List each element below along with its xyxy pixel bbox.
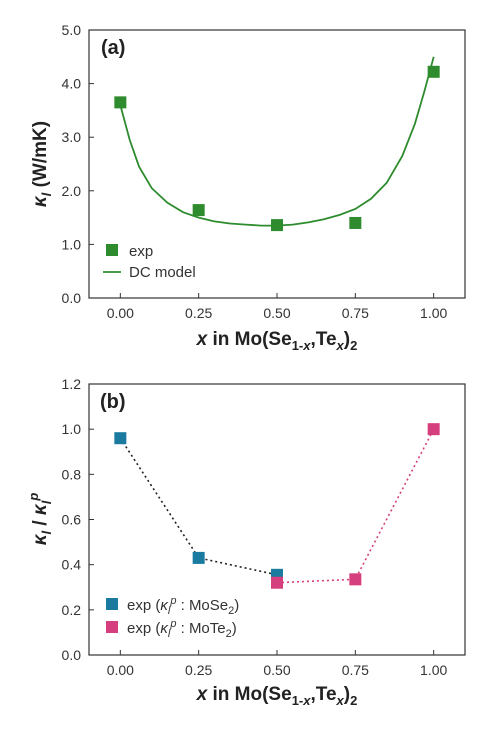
x-tick-label: 0.00 xyxy=(107,305,134,321)
y-tick-label: 3.0 xyxy=(62,129,82,145)
legend-mote2-marker xyxy=(106,621,118,633)
exp-data-point xyxy=(114,96,127,109)
mote2-data-point xyxy=(271,576,283,589)
x-tick-label: 0.50 xyxy=(263,305,290,321)
y-tick-label: 1.0 xyxy=(62,421,82,437)
mose2-data-point xyxy=(192,551,205,564)
exp-data-point xyxy=(271,219,283,232)
x-tick-label: 0.25 xyxy=(185,662,212,678)
panel-b-y-axis-label: κl / κlp xyxy=(26,493,54,546)
panel-a-label: (a) xyxy=(101,37,125,59)
panel-b: (b) κl / κlp x in Mo(Se1-x,Tex)2 0.00 0.2… xyxy=(26,376,466,708)
exp-data-point xyxy=(192,204,205,217)
panel-b-data-points xyxy=(114,423,440,589)
legend-exp-marker xyxy=(106,244,118,256)
panel-a-x-axis-label: x in Mo(Se1-x,Tex)2 xyxy=(196,329,358,353)
panel-a-y-axis-label: κl (W/mK) xyxy=(30,121,54,207)
mote2-data-point xyxy=(349,573,362,586)
panel-a: (a) κl (W/mK) x in Mo(Se1-x,Tex)2 0.00 0.… xyxy=(30,22,466,353)
y-tick-label: 0.8 xyxy=(62,466,82,482)
mote2-data-point xyxy=(427,423,440,436)
y-tick-label: 0.0 xyxy=(62,647,82,663)
panel-b-label: (b) xyxy=(100,391,126,413)
y-tick-label: 0.6 xyxy=(62,512,82,528)
y-tick-label: 0.4 xyxy=(62,557,82,573)
exp-data-point xyxy=(427,65,440,78)
panel-a-data-points xyxy=(114,65,440,232)
y-tick-label: 2.0 xyxy=(62,183,82,199)
y-tick-label: 0.2 xyxy=(62,602,82,618)
panel-b-ticks: 0.00 0.25 0.50 0.75 1.00 0.0 0.2 0.4 0.6 0.8 1.0 1.… xyxy=(62,376,448,678)
y-tick-label: 5.0 xyxy=(62,22,82,38)
x-tick-label: 0.75 xyxy=(342,305,369,321)
panel-a-model-curve xyxy=(119,56,435,227)
exp-data-point xyxy=(349,216,362,229)
y-tick-label: 0.0 xyxy=(62,290,82,306)
legend-mote2-label: exp (κlp : MoTe2) xyxy=(127,618,237,640)
mose2-dotted-line xyxy=(119,437,278,576)
mote2-dotted-line xyxy=(276,428,435,584)
legend-exp-label: exp xyxy=(129,243,153,260)
legend-model-label: DC model xyxy=(129,264,196,281)
panel-b-plot-frame xyxy=(88,383,466,656)
panel-a-legend: exp DC model xyxy=(103,243,196,281)
panel-b-x-axis-label: x in Mo(Se1-x,Tex)2 xyxy=(196,684,358,708)
legend-mose2-marker xyxy=(106,598,118,610)
x-tick-label: 1.00 xyxy=(420,662,447,678)
x-tick-label: 0.00 xyxy=(107,662,134,678)
x-tick-label: 0.50 xyxy=(263,662,290,678)
panel-b-legend: exp (κlp : MoSe2) exp (κlp : MoTe2) xyxy=(106,595,239,640)
legend-mose2-label: exp (κlp : MoSe2) xyxy=(127,595,239,617)
x-tick-label: 0.25 xyxy=(185,305,212,321)
dc-model-line xyxy=(119,56,435,227)
panel-a-ticks: 0.00 0.25 0.50 0.75 1.00 0.0 1.0 2.0 3.0 4.0 5.0 xyxy=(62,22,448,321)
x-tick-label: 0.75 xyxy=(342,662,369,678)
x-tick-label: 1.00 xyxy=(420,305,447,321)
panel-b-dotted-lines xyxy=(119,428,435,584)
y-tick-label: 1.2 xyxy=(62,376,82,392)
y-tick-label: 1.0 xyxy=(62,236,82,252)
mose2-data-point xyxy=(114,432,127,445)
y-tick-label: 4.0 xyxy=(62,76,82,92)
